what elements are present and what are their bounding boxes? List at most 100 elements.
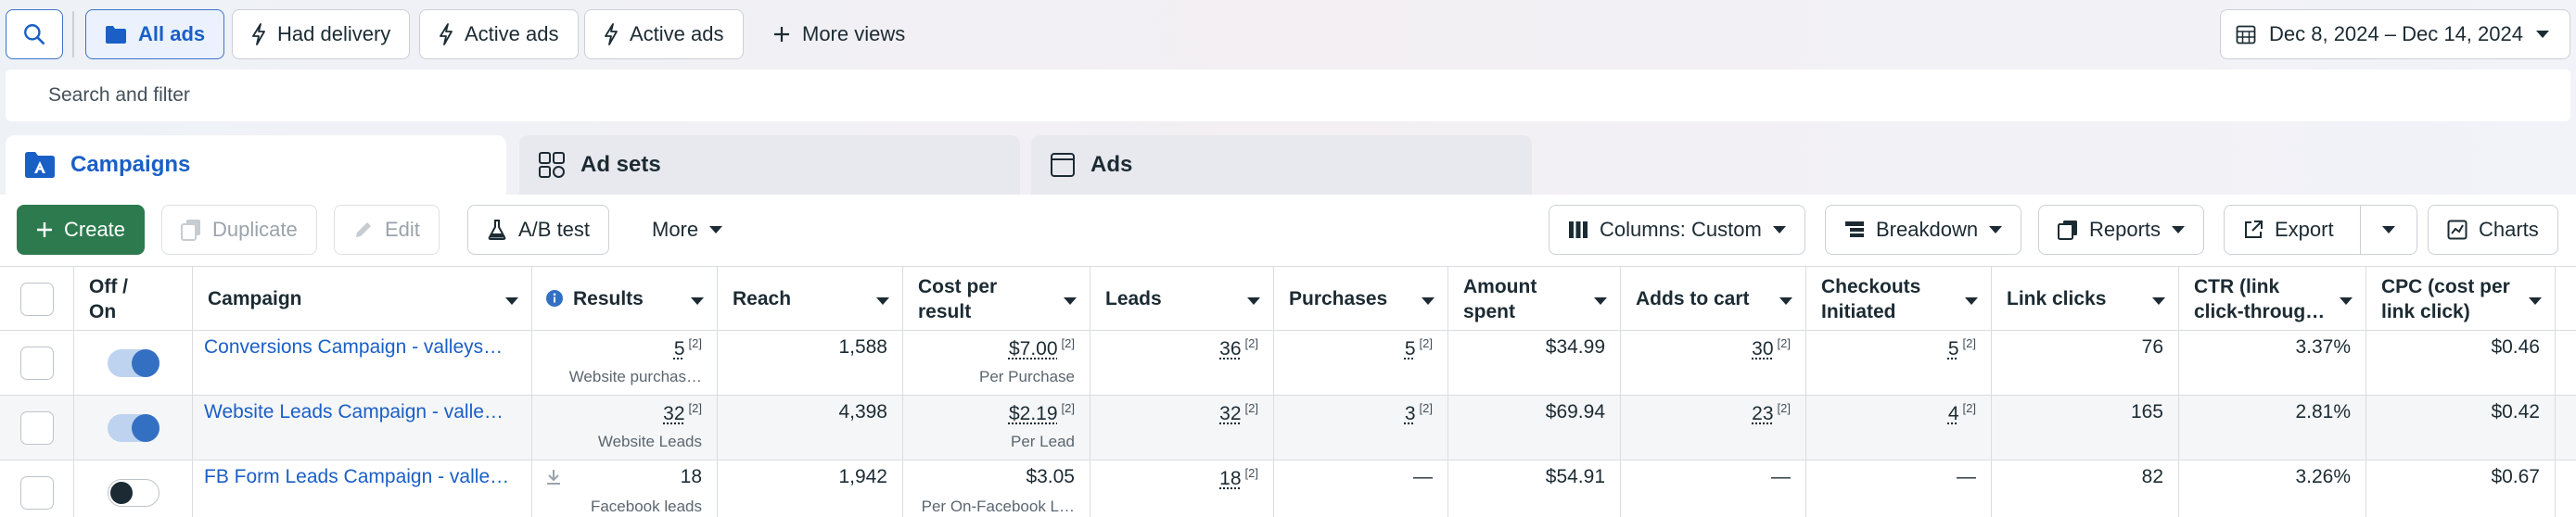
edit-button[interactable]: Edit [334,205,440,255]
lightning-icon [252,23,265,45]
cell-cpr: $7.00 [2] Per Purchase [903,331,1090,396]
export-dropdown-button[interactable] [2360,205,2417,255]
view-active-ads-2[interactable]: Active ads [584,9,744,59]
header-adds-to-cart[interactable]: Adds to cart [1621,266,1806,331]
ctr-value: 3.37% [2295,336,2351,358]
date-range-label: Dec 8, 2024 – Dec 14, 2024 [2269,22,2523,45]
campaign-name-link[interactable]: Website Leads Campaign - valle… [204,401,504,422]
edit-label: Edit [385,218,420,241]
cell-reach: 1,588 [718,331,903,396]
search-button[interactable] [6,9,63,59]
duplicate-button[interactable]: Duplicate [161,205,317,255]
reports-button[interactable]: Reports [2038,205,2205,255]
view-active-ads[interactable]: Active ads [419,9,579,59]
cpc-value: $0.46 [2491,336,2540,358]
spent-value: $54.91 [1545,466,1605,487]
reports-label: Reports [2089,218,2162,241]
header-link-clicks[interactable]: Link clicks [1992,266,2179,331]
cpr-subtitle: Per On-Facebook L… [921,498,1075,515]
duplicate-label: Duplicate [212,218,298,241]
more-views-button[interactable]: More views [753,9,925,59]
cpr-subtitle: Per Purchase [979,368,1075,385]
date-range-picker[interactable]: Dec 8, 2024 – Dec 14, 2024 [2220,9,2570,59]
header-checkouts-initiated[interactable]: Checkouts Initiated [1806,266,1992,331]
attribution-note: [2] [1244,466,1258,480]
cpc-value: $0.42 [2491,401,2540,422]
export-button[interactable]: Export [2224,205,2361,255]
cell-ctr: 2.81% [2179,396,2366,460]
row-checkbox[interactable] [20,411,54,445]
campaign-name-link[interactable]: Conversions Campaign - valleys… [204,336,504,358]
spent-value: $34.99 [1545,336,1605,358]
campaign-name-link[interactable]: FB Form Leads Campaign - valle… [204,466,510,487]
header-cost-per-result[interactable]: Cost per result [903,266,1090,331]
cell-next [2556,331,2576,396]
tab-ads[interactable]: Ads [1031,135,1532,195]
header-leads[interactable]: Leads [1090,266,1274,331]
cpr-value: $3.05 [1026,466,1075,487]
cell-ctr: 3.26% [2179,460,2366,517]
row-checkbox[interactable] [20,476,54,510]
beaker-icon [488,220,506,240]
cell-atc: — [1621,460,1806,517]
cell-purchases: — [1274,460,1448,517]
cell-toggle [74,460,193,517]
chart-icon [2447,220,2468,240]
cell-checkouts: — [1806,460,1992,517]
cell-campaign: FB Form Leads Campaign - valle… [193,460,532,517]
toggle-knob [132,349,159,377]
header-select-all [0,266,74,331]
header-campaign[interactable]: Campaign [193,266,532,331]
attribution-note: [2] [1244,401,1258,415]
header-cpc[interactable]: CPC (cost per link click) [2366,266,2556,331]
header-label: Reach [733,288,792,309]
sort-caret-icon [1965,297,1978,305]
cpc-value: $0.67 [2491,466,2540,487]
calendar-icon [2236,25,2256,44]
header-purchases[interactable]: Purchases [1274,266,1448,331]
tab-label: Campaigns [70,152,191,177]
header-label: On [89,301,117,322]
checkouts-value: — [1957,466,1976,487]
select-all-checkbox[interactable] [20,283,54,316]
campaigns-table: Off / On Campaign Results Reach Cost per… [0,266,2576,517]
ctr-value: 2.81% [2295,401,2351,422]
header-off-on[interactable]: Off / On [74,266,193,331]
create-button[interactable]: Create [17,205,146,255]
sort-caret-icon [1422,297,1435,305]
export-icon [2245,221,2263,238]
chevron-down-icon [1989,226,2003,233]
status-toggle[interactable] [108,479,159,507]
header-ctr[interactable]: CTR (link click-throug… [2179,266,2366,331]
more-button[interactable]: More [632,205,742,255]
chevron-down-icon [2535,31,2549,38]
view-had-delivery[interactable]: Had delivery [232,9,411,59]
header-results[interactable]: Results [532,266,718,331]
chevron-down-icon [1772,226,1786,233]
view-all-ads[interactable]: All ads [85,9,225,59]
attribution-note: [2] [1061,336,1075,350]
results-value: 5 [2] [673,336,702,359]
breakdown-button[interactable]: Breakdown [1825,205,2022,255]
results-subtitle: Website purchas… [568,368,702,385]
header-reach[interactable]: Reach [718,266,903,331]
attribution-note: [2] [1777,401,1791,415]
sort-caret-icon [691,297,704,305]
toggle-knob [110,482,133,504]
status-toggle[interactable] [108,349,159,377]
tab-campaigns[interactable]: Campaigns [6,135,506,195]
plus-icon [37,222,52,237]
ab-test-button[interactable]: A/B test [467,205,610,255]
atc-value: — [1771,466,1791,487]
search-input[interactable]: Search and filter [6,69,2570,121]
charts-button[interactable]: Charts [2428,205,2558,255]
row-checkbox[interactable] [20,347,54,380]
cell-spent: $54.91 [1448,460,1621,517]
more-label: More [652,218,699,241]
columns-button[interactable]: Columns: Custom [1549,205,1805,255]
header-label: spent [1463,301,1516,322]
tab-adsets[interactable]: Ad sets [519,135,1020,195]
cell-toggle [74,396,193,460]
header-amount-spent[interactable]: Amount spent [1448,266,1621,331]
status-toggle[interactable] [108,414,159,442]
